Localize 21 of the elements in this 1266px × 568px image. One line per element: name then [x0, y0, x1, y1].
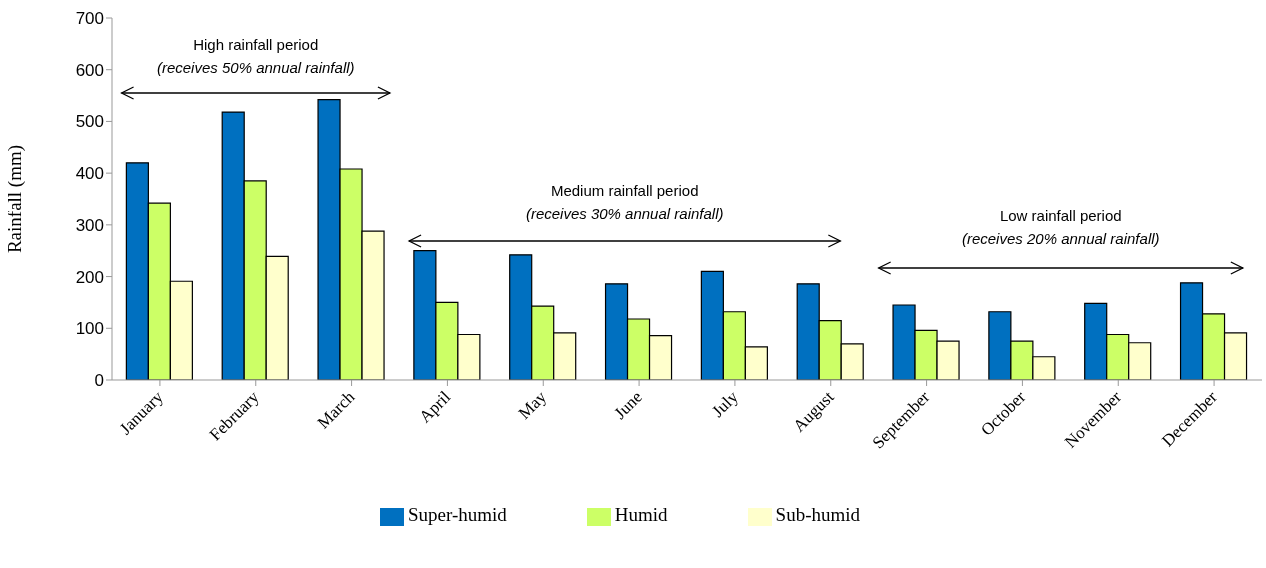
- x-tick-label: May: [514, 387, 551, 423]
- legend-label: Humid: [614, 504, 668, 525]
- y-tick-label: 500: [75, 112, 104, 132]
- annotation: Medium rainfall period: [550, 182, 699, 199]
- legend-label: Sub-humid: [775, 504, 861, 525]
- y-axis-title: Rainfall (mm): [3, 144, 26, 254]
- y-tick-label: 600: [75, 60, 104, 80]
- y-tick-label: 300: [75, 215, 104, 235]
- y-tick-label: 400: [75, 164, 104, 184]
- y-tick-label: 100: [75, 319, 104, 339]
- y-tick-label: 0: [94, 371, 104, 391]
- x-tick-label: July: [708, 387, 743, 421]
- legend-label: Super-humid: [407, 504, 507, 525]
- y-tick-label: 200: [75, 267, 104, 287]
- annotation: (receives 20% annual rainfall): [961, 230, 1160, 247]
- annotation: Low rainfall period: [999, 207, 1122, 224]
- y-tick-label: 700: [75, 9, 104, 29]
- annotation: (receives 30% annual rainfall): [525, 205, 724, 222]
- annotation: High rainfall period: [193, 36, 319, 53]
- x-tick-label: June: [610, 387, 646, 423]
- annotation: (receives 50% annual rainfall): [156, 59, 355, 76]
